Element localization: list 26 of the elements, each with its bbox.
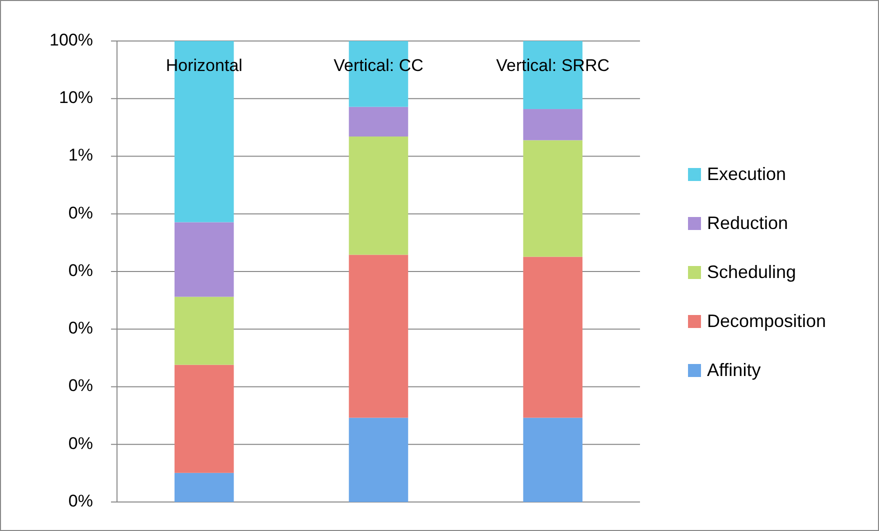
legend-label: Reduction xyxy=(707,212,788,233)
legend-label: Execution xyxy=(707,164,786,184)
y-tick-label: 100% xyxy=(50,30,93,50)
bar xyxy=(348,418,408,502)
bar xyxy=(523,140,582,257)
bar xyxy=(523,256,582,418)
y-tick-label: 0% xyxy=(68,376,93,396)
y-tick-label: 0% xyxy=(68,434,93,453)
y-tick-label: 10% xyxy=(58,88,93,108)
y-tick-label: 0% xyxy=(68,260,93,280)
bar xyxy=(174,364,234,473)
bar xyxy=(523,109,582,140)
bar xyxy=(174,472,234,502)
legend-label: Decomposition xyxy=(707,310,826,331)
legend-label: Affinity xyxy=(707,360,761,380)
y-tick-label: 1% xyxy=(68,146,93,165)
legend-label: Scheduling xyxy=(707,262,796,282)
y-tick-label: 0% xyxy=(68,491,93,510)
bar xyxy=(348,254,408,418)
bar xyxy=(523,418,582,502)
bar xyxy=(174,222,234,297)
bar xyxy=(174,296,234,365)
y-tick-label: 0% xyxy=(68,203,93,222)
y-tick-label: 0% xyxy=(68,318,93,338)
bar xyxy=(348,136,408,255)
bar xyxy=(348,106,408,137)
